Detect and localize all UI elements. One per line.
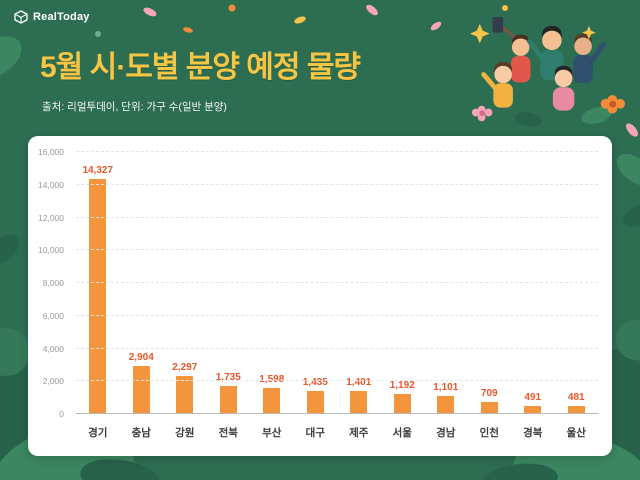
y-axis-tick-label: 10,000 [38, 245, 64, 256]
y-axis-tick-label: 4,000 [42, 343, 64, 354]
bar-group: 2,297 [163, 152, 207, 414]
bar-group: 1,735 [207, 152, 251, 414]
bar-group: 14,327 [76, 152, 120, 414]
bar-value-label: 2,904 [128, 352, 154, 364]
bars-row: 14,327 2,904 2,297 1,735 1,598 1,435 1,401 1,19… [76, 152, 598, 414]
bar [176, 376, 194, 414]
x-axis-label: 경남 [436, 426, 456, 439]
bar-group: 2,904 [120, 152, 164, 414]
bar-group: 1,401 [337, 152, 381, 414]
y-axis: 0 2,000 4,000 6,000 8,000 10,000 12,000 14,000 1… [28, 147, 72, 419]
x-axis-label: 경북 [523, 426, 543, 439]
bar [263, 387, 281, 414]
plot-area: 14,327 2,904 2,297 1,735 1,598 1,435 1,401 1,19… [76, 151, 598, 414]
y-axis-tick-label: 14,000 [38, 179, 64, 190]
realtoday-logo-icon [14, 10, 28, 24]
celebration-people-illustration [470, 16, 626, 127]
gridline [76, 347, 598, 349]
gridline [76, 314, 598, 316]
y-axis-tick-label: 16,000 [38, 147, 64, 157]
bar-group: 1,435 [294, 152, 338, 414]
bar-group: 709 [468, 152, 512, 414]
bar-value-label: 1,435 [302, 376, 328, 388]
bar [350, 391, 368, 414]
gridline [76, 249, 598, 251]
bar [393, 394, 411, 414]
bar [132, 366, 150, 414]
bar-value-label: 1,101 [433, 381, 459, 393]
gridline [76, 413, 598, 414]
bar [524, 405, 542, 414]
x-axis-label: 울산 [566, 426, 586, 439]
y-axis-tick-label: 8,000 [42, 278, 64, 288]
x-axis-label: 충남 [131, 426, 151, 439]
y-axis-tick-label: 6,000 [42, 310, 64, 321]
gridline [76, 183, 598, 185]
x-axis-label: 경기 [88, 426, 108, 439]
bar-group: 1,598 [250, 152, 294, 414]
bar-value-label: 1,401 [346, 377, 372, 389]
source-note: 출처: 리얼투데이, 단위: 가구 수(일반 분양) [42, 101, 227, 113]
bar-value-label: 1,598 [259, 373, 285, 385]
bar [89, 179, 107, 414]
bar-value-label: 709 [480, 388, 498, 400]
bar [437, 395, 455, 414]
bar [480, 402, 498, 414]
logo-text: RealToday [33, 11, 90, 23]
gridline [76, 151, 598, 152]
x-axis-label: 부산 [262, 426, 282, 439]
x-axis-label: 서울 [392, 426, 412, 439]
categories-row: 경기 충남 강원 전북 부산 대구 제주 서울 경남 인천 경북 울산 [76, 424, 598, 440]
bar-group: 491 [511, 152, 555, 414]
bar-value-label: 2,297 [172, 362, 198, 374]
x-axis-label: 강원 [175, 426, 195, 439]
x-axis-label: 대구 [305, 426, 325, 439]
bar [306, 390, 324, 414]
page-title: 5월 시·도별 분양 예정 물량 [40, 51, 361, 84]
y-axis-tick-label: 0 [59, 409, 64, 419]
bar [219, 385, 237, 414]
y-axis-tick-label: 2,000 [42, 376, 64, 387]
header: RealToday [14, 10, 90, 24]
gridline [76, 282, 598, 283]
bar-value-label: 481 [567, 392, 585, 404]
chart-card: 0 2,000 4,000 6,000 8,000 10,000 12,000 14,000 1… [28, 136, 612, 456]
y-axis-tick-label: 12,000 [38, 212, 64, 223]
gridline [76, 216, 598, 218]
bar-group: 1,192 [381, 152, 425, 414]
bar-value-label: 1,735 [215, 371, 241, 383]
gridline [76, 380, 598, 382]
bar [567, 406, 585, 414]
bar-group: 481 [555, 152, 599, 414]
bar-value-label: 1,192 [389, 380, 415, 392]
x-axis-label: 제주 [349, 426, 369, 439]
bar-value-label: 491 [524, 391, 542, 403]
x-axis-label: 전북 [218, 426, 238, 439]
bar-group: 1,101 [424, 152, 468, 414]
bar-value-label: 14,327 [82, 165, 114, 177]
x-axis-label: 인천 [479, 426, 499, 439]
